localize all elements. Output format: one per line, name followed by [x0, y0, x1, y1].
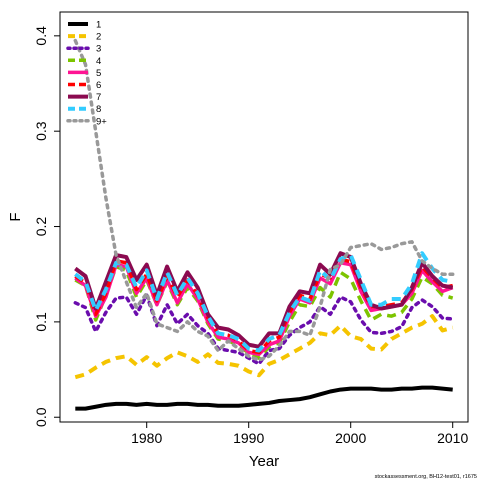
y-tick-label: 0.1: [33, 312, 49, 332]
x-tick-label: 1990: [233, 430, 264, 446]
series-line-1: [75, 385, 453, 411]
y-tick-label: 0.4: [33, 26, 49, 46]
x-tick-label: 1980: [131, 430, 162, 446]
y-axis-title: F: [7, 212, 24, 221]
footer-credit: stockassessment.org, BH12-test01, r1675: [375, 474, 477, 480]
legend-label-9: 9+: [96, 116, 107, 127]
series-line-7: [74, 251, 454, 349]
y-tick-label: 0.3: [33, 121, 49, 141]
series-line-4: [74, 264, 454, 360]
x-tick-label: 2000: [335, 430, 366, 446]
legend-label-7: 7: [96, 92, 101, 103]
legend-label-2: 2: [96, 32, 101, 43]
series-line-9: [73, 38, 455, 362]
series-layer: [73, 38, 455, 411]
y-axis: 0.0 0.1 0.2 0.3 0.4: [33, 26, 60, 427]
y-tick-label: 0.0: [33, 407, 49, 427]
legend-label-4: 4: [96, 56, 101, 67]
y-tick-label: 0.2: [33, 217, 49, 237]
x-tick-label: 2010: [437, 430, 468, 446]
plot-frame: [59, 11, 469, 423]
legend-label-8: 8: [96, 104, 101, 115]
legend-label-6: 6: [96, 80, 101, 91]
legend-label-5: 5: [96, 68, 101, 79]
x-axis-title: Year: [249, 453, 279, 470]
legend-label-1: 1: [96, 20, 101, 31]
legend-label-3: 3: [96, 44, 101, 55]
x-axis: 1980 1990 2000 2010: [131, 422, 468, 446]
